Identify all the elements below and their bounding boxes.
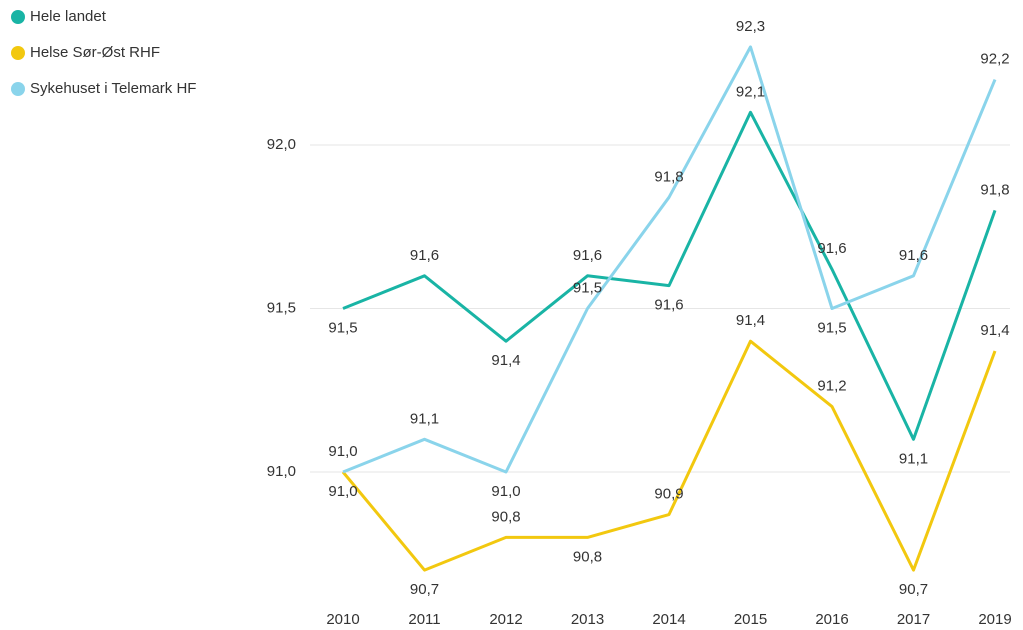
x-tick-label: 2017 <box>897 611 930 628</box>
data-label: 91,1 <box>410 410 439 427</box>
data-label: 91,8 <box>980 181 1009 198</box>
y-tick-label: 92,0 <box>267 136 296 153</box>
y-tick-label: 91,5 <box>267 299 296 316</box>
data-label: 90,7 <box>899 581 928 598</box>
legend-marker <box>11 82 25 96</box>
data-label: 92,2 <box>980 51 1009 68</box>
y-tick-label: 91,0 <box>267 463 296 480</box>
data-label: 91,4 <box>980 322 1009 339</box>
x-tick-label: 2010 <box>326 611 359 628</box>
x-tick-label: 2014 <box>652 611 685 628</box>
data-label: 90,7 <box>410 581 439 598</box>
x-tick-label: 2015 <box>734 611 767 628</box>
data-label: 90,9 <box>654 485 683 502</box>
legend-label: Hele landet <box>30 8 107 25</box>
legend-marker <box>11 10 25 24</box>
data-label: 91,5 <box>328 319 357 336</box>
x-tick-label: 2012 <box>489 611 522 628</box>
series-line <box>342 110 997 441</box>
series-line <box>341 339 997 572</box>
x-tick-label: 2019 <box>978 611 1011 628</box>
data-label: 91,6 <box>573 247 602 264</box>
x-tick-label: 2013 <box>571 611 604 628</box>
data-label: 91,4 <box>736 312 765 329</box>
data-label: 91,0 <box>328 483 357 500</box>
data-label: 90,8 <box>573 548 602 565</box>
series-line <box>342 45 997 474</box>
legend-label: Helse Sør-Øst RHF <box>30 44 160 61</box>
data-label: 91,5 <box>573 279 602 296</box>
legend-marker <box>11 46 25 60</box>
data-label: 92,3 <box>736 18 765 35</box>
x-tick-label: 2011 <box>408 611 440 628</box>
data-label: 91,4 <box>491 352 520 369</box>
data-label: 91,0 <box>328 443 357 460</box>
data-label: 91,5 <box>817 319 846 336</box>
x-tick-label: 2016 <box>815 611 848 628</box>
data-label: 90,8 <box>491 508 520 525</box>
data-label: 91,6 <box>899 247 928 264</box>
legend-label: Sykehuset i Telemark HF <box>30 80 196 97</box>
data-label: 91,1 <box>899 450 928 467</box>
data-label: 91,6 <box>817 240 846 257</box>
data-label: 92,1 <box>736 83 765 100</box>
data-label: 91,8 <box>654 168 683 185</box>
data-label: 91,6 <box>410 247 439 264</box>
data-label: 91,0 <box>491 483 520 500</box>
data-label: 91,2 <box>817 378 846 395</box>
data-label: 91,6 <box>654 297 683 314</box>
